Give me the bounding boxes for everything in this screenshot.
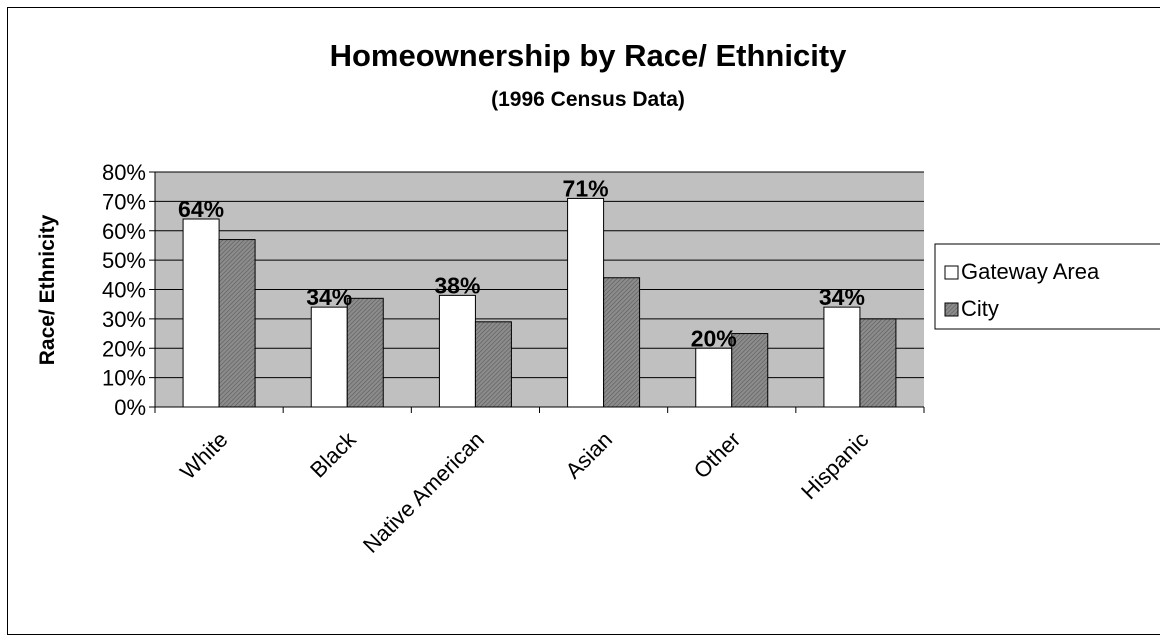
x-tick-label: Black [305, 426, 361, 482]
data-label: 64% [178, 196, 224, 222]
data-label: 38% [434, 272, 480, 298]
bar-city [474, 321, 512, 408]
chart-title: Homeownership by Race/ Ethnicity [330, 38, 848, 73]
data-label: 20% [691, 325, 737, 351]
bar-city [859, 318, 897, 408]
legend-swatch-gateway [944, 265, 959, 280]
y-tick-label: 60% [102, 219, 146, 244]
y-tick-labels: 0% 10% 20% 30% 40% 50% 60% 70% 80% [102, 160, 146, 420]
bar-gateway-area [567, 197, 605, 408]
y-tick-label: 40% [102, 278, 146, 303]
bars [182, 197, 897, 408]
bar-gateway-area [438, 294, 476, 408]
x-tick-label: White [175, 427, 232, 484]
data-label: 34% [306, 284, 352, 310]
bar-gateway-area [695, 347, 733, 408]
legend-swatch-city [944, 302, 959, 317]
legend-label-gateway: Gateway Area [961, 259, 1100, 284]
y-tick-label: 80% [102, 160, 146, 185]
chart-subtitle: (1996 Census Data) [491, 88, 685, 111]
legend: Gateway Area City [934, 243, 1160, 330]
y-tick-label: 0% [114, 395, 146, 420]
bar-gateway-area [182, 218, 220, 408]
axes [149, 171, 925, 413]
y-axis-label: Race/ Ethnicity [36, 214, 59, 365]
x-tick-label: Native American [358, 427, 489, 558]
bar-city [346, 297, 384, 408]
x-tick-label: Hispanic [796, 427, 873, 504]
bar-gateway-area [823, 306, 861, 408]
data-label: 71% [563, 175, 609, 201]
bar-city [603, 277, 641, 408]
y-tick-label: 20% [102, 336, 146, 361]
bar-city [731, 333, 769, 408]
data-label: 34% [819, 284, 865, 310]
y-tick-label: 10% [102, 366, 146, 391]
x-tick-label: Asian [561, 427, 618, 484]
y-tick-label: 50% [102, 248, 146, 273]
data-labels: 64% 34% 38% 71% 20% 34% [178, 175, 865, 351]
y-tick-label: 30% [102, 307, 146, 332]
y-tick-label: 70% [102, 189, 146, 214]
legend-label-city: City [961, 296, 999, 321]
bar-gateway-area [310, 306, 348, 408]
gridlines [155, 171, 924, 379]
x-tick-label: Other [689, 427, 746, 484]
bar-city [218, 239, 256, 408]
legend-box [934, 243, 1160, 330]
